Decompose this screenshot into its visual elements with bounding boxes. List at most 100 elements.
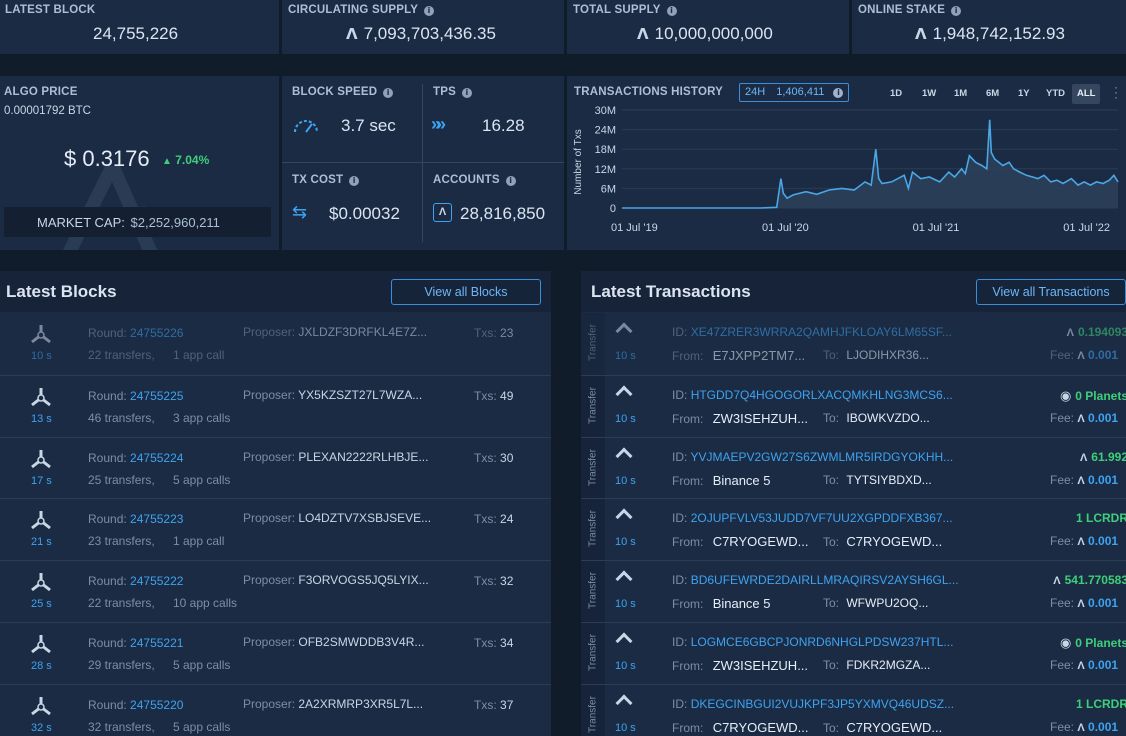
fee-label: Fee:: [1050, 534, 1075, 549]
info-icon[interactable]: i: [505, 176, 516, 186]
transaction-row[interactable]: Transfer 10 s ID: HTGDD7Q4HGOGORLXACQMKHLN…: [581, 374, 1126, 437]
to-label: To:: [823, 348, 840, 362]
block-icon: [31, 696, 51, 715]
range-button-6m[interactable]: 6M: [986, 88, 1000, 99]
info-icon[interactable]: i: [383, 88, 394, 98]
range-button-all[interactable]: ALL: [1072, 84, 1101, 104]
from-address[interactable]: E7JXPP2TM7...: [712, 348, 806, 363]
transaction-row[interactable]: Transfer 10 s ID: XE47ZRER3WRRA2QAMHJFKLOA…: [581, 313, 1126, 375]
round-link[interactable]: 24755225: [130, 388, 184, 403]
transaction-id-link[interactable]: DKEGCINBGUI2VUJKPF3JP5YXMVQ46UDSZ...: [690, 696, 955, 711]
from-address[interactable]: ZW3ISEHZUH...: [712, 658, 809, 673]
to-address[interactable]: IBOWKVZDO...: [846, 410, 930, 425]
block-icon: [31, 325, 51, 344]
transaction-type: Transfer: [587, 510, 599, 548]
transaction-row[interactable]: Transfer 10 s ID: BD6UFEWRDE2DAIRLLMRAQIRS…: [581, 560, 1126, 622]
badge-period: 24H: [745, 86, 766, 98]
proposer-link[interactable]: LO4DZTV7XSBJSEVE...: [298, 511, 432, 526]
view-all-transactions-button[interactable]: View all Transactions: [976, 279, 1126, 305]
range-button-ytd[interactable]: YTD: [1046, 88, 1065, 99]
from-address[interactable]: Binance 5: [712, 472, 771, 488]
from-address[interactable]: ZW3ISEHZUH...: [712, 410, 809, 426]
algo-icon: Λ: [1077, 350, 1085, 362]
info-icon[interactable]: i: [349, 176, 360, 186]
to-address[interactable]: TYTSIYBDXD...: [846, 472, 932, 487]
round-link[interactable]: 24755221: [130, 636, 184, 650]
to-address[interactable]: LJODIHXR36...: [846, 348, 930, 362]
fee-value: 0.001: [1088, 472, 1119, 487]
block-age: 25 s: [31, 598, 52, 611]
to-label: To:: [823, 472, 840, 487]
txs-label: Txs:: [474, 326, 497, 340]
stat-value: Λ 10,000,000,000: [637, 24, 773, 44]
transaction-row[interactable]: Transfer 10 s ID: LOGMCE6GBCPJONRD6NHGLPDS…: [581, 622, 1126, 684]
round-label: Round:: [88, 326, 127, 340]
to-address[interactable]: C7RYOGEWD...: [846, 534, 943, 550]
transaction-id-link[interactable]: 2OJUPFVLV53JUDD7VF7UU2XGPDDFXB367...: [690, 511, 953, 526]
transaction-id-link[interactable]: HTGDD7Q4HGOGORLXACQMKHLNG3MCS6...: [690, 387, 953, 402]
transaction-age: 10 s: [615, 536, 636, 549]
info-icon[interactable]: i: [833, 88, 844, 98]
round-link[interactable]: 24755222: [130, 574, 184, 589]
latest-blocks-title: Latest Blocks: [6, 282, 117, 301]
price-usd: $ 0.3176: [64, 146, 150, 171]
block-round: Round: 24755222: [88, 574, 183, 588]
info-icon[interactable]: i: [666, 6, 677, 16]
transfer-chevron-icon: [615, 632, 633, 650]
block-proposer: Proposer: PLEXAN2222RLHBJE...: [243, 450, 428, 464]
block-row[interactable]: 21 s Round: 24755223 23 transfers, 1 app ca…: [0, 498, 551, 560]
info-icon[interactable]: i: [951, 6, 962, 16]
transaction-row[interactable]: Transfer 10 s ID: YVJMAEPV2GW27S6ZWMLMR5IR…: [581, 436, 1126, 499]
from-address[interactable]: C7RYOGEWD...: [712, 534, 809, 550]
transaction-row[interactable]: Transfer 10 s ID: 2OJUPFVLV53JUDD7VF7UU2XG…: [581, 498, 1126, 561]
amount-value: 1 LCRDR: [1075, 511, 1126, 526]
price-btc: 0.00001792 BTC: [4, 105, 91, 117]
transaction-id-link[interactable]: YVJMAEPV2GW27S6ZWMLMR5IRDGYOKHH...: [690, 449, 954, 464]
more-menu-icon[interactable]: · · ·: [1114, 80, 1118, 104]
info-icon[interactable]: i: [461, 88, 472, 98]
block-row[interactable]: 28 s Round: 24755221 29 transfers, 5 app ca…: [0, 622, 551, 684]
to-address[interactable]: C7RYOGEWD...: [846, 719, 943, 735]
proposer-link[interactable]: OFB2SMWDDB3V4R...: [298, 635, 425, 649]
from-address[interactable]: Binance 5: [712, 596, 771, 612]
transaction-id-link[interactable]: XE47ZRER3WRRA2QAMHJFKLOAY6LM65SF...: [690, 325, 952, 339]
transaction-row[interactable]: Transfer 10 s ID: DKEGCINBGUI2VUJKPF3JP5YX…: [581, 683, 1126, 736]
transfer-chevron-icon: [615, 508, 633, 526]
transaction-id-link[interactable]: BD6UFEWRDE2DAIRLLMRAQIRSV2AYSH6GL...: [690, 573, 959, 588]
algo-icon: Λ: [1053, 575, 1061, 588]
from-address[interactable]: C7RYOGEWD...: [712, 719, 809, 735]
to-address[interactable]: WFWPU2OQ...: [846, 596, 929, 611]
fee-value: 0.001: [1088, 534, 1119, 549]
proposer-link[interactable]: PLEXAN2222RLHBJE...: [298, 449, 429, 464]
proposer-link[interactable]: F3ORVOGS5JQ5LYIX...: [298, 573, 429, 588]
transaction-amount: Λ 541.770583: [1053, 573, 1126, 587]
to-address[interactable]: FDKR2MGZA...: [846, 658, 931, 672]
transaction-id-link[interactable]: LOGMCE6GBCPJONRD6NHGLPDSW237HTL...: [690, 635, 954, 649]
range-button-1m[interactable]: 1M: [954, 88, 968, 99]
round-link[interactable]: 24755220: [130, 697, 184, 712]
range-button-1y[interactable]: 1Y: [1018, 88, 1030, 99]
block-row[interactable]: 32 s Round: 24755220 32 transfers, 5 app ca…: [0, 683, 551, 736]
round-link[interactable]: 24755223: [130, 512, 184, 527]
proposer-link[interactable]: YX5KZSZT27L7WZA...: [298, 387, 423, 402]
tx-history-chart: 0 6M 12M 18M 24M 30M 01 Jul '19 01 Jul '20 01 Ju…: [573, 105, 1119, 234]
from-label: From:: [672, 659, 704, 673]
block-row[interactable]: 13 s Round: 24755225 46 transfers, 3 app ca…: [0, 374, 551, 437]
transaction-id: ID: HTGDD7Q4HGOGORLXACQMKHLNG3MCS6...: [672, 388, 953, 402]
round-link[interactable]: 24755226: [130, 326, 184, 340]
proposer-link[interactable]: JXLDZF3DRFKL4E7Z...: [298, 325, 428, 339]
metrics-panel: BLOCK SPEED i 3.7 sec TPS i »» 16.28 TX CO…: [282, 76, 564, 250]
series-line[interactable]: [622, 119, 1119, 209]
proposer-link[interactable]: 2A2XRMRP3XR5L7L...: [298, 696, 424, 711]
view-all-blocks-button[interactable]: View all Blocks: [391, 279, 541, 305]
block-row[interactable]: 17 s Round: 24755224 25 transfers, 5 app ca…: [0, 436, 551, 499]
algo-icon: Λ: [346, 25, 358, 43]
metrics-divider-h: [282, 162, 564, 163]
info-icon[interactable]: i: [424, 6, 435, 16]
stat-circulating-supply: CIRCULATING SUPPLY i Λ 7,093,703,436.35: [282, 0, 564, 54]
range-button-1w[interactable]: 1W: [922, 88, 937, 99]
round-link[interactable]: 24755224: [130, 450, 184, 465]
range-button-1d[interactable]: 1D: [890, 88, 903, 99]
block-row[interactable]: 25 s Round: 24755222 22 transfers, 10 app c…: [0, 560, 551, 622]
block-row[interactable]: 10 s Round: 24755226 22 transfers, 1 app ca…: [0, 313, 551, 375]
